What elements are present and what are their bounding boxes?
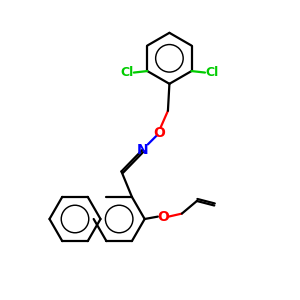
Text: Cl: Cl	[120, 66, 133, 79]
Text: Cl: Cl	[206, 66, 219, 79]
Text: O: O	[153, 126, 165, 140]
Text: N: N	[136, 143, 148, 157]
Text: O: O	[157, 210, 169, 224]
